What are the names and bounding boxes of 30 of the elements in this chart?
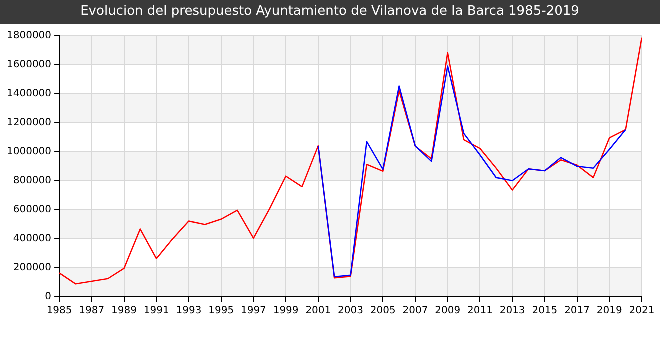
x-tick-label: 2019: [596, 306, 622, 317]
x-tick-label: 2015: [532, 306, 558, 317]
y-tick-label: 0: [45, 292, 52, 303]
x-tick-label: 2007: [402, 306, 428, 317]
x-tick-label: 1991: [144, 306, 170, 317]
x-tick-label: 1997: [240, 306, 266, 317]
x-tick-label: 2001: [306, 306, 332, 317]
x-tick-label: 1993: [176, 306, 202, 317]
y-tick-label: 200000: [13, 262, 52, 274]
y-tick-label: 1000000: [6, 146, 52, 158]
y-tick-label: 1800000: [6, 30, 52, 42]
y-tick-label: 1200000: [6, 118, 52, 129]
x-tick-label: 2003: [338, 306, 364, 317]
y-tick-label: 800000: [13, 176, 52, 187]
x-tick-label: 2013: [500, 306, 526, 317]
x-tick-label: 2017: [564, 306, 590, 317]
x-tick-label: 1999: [273, 306, 299, 317]
x-tick-label: 2005: [370, 306, 396, 317]
x-tick-label: 1989: [112, 306, 137, 317]
x-tick-label: 1995: [208, 306, 234, 317]
x-tick-label: 2009: [435, 306, 461, 317]
x-tick-label: 2021: [629, 306, 655, 317]
y-tick-label: 600000: [13, 204, 52, 216]
x-tick-label: 1987: [79, 306, 105, 317]
chart-title: Evolucion del presupuesto Ayuntamiento de Vilanova de la Barca 1985-2019: [0, 0, 660, 24]
y-tick-label: 1400000: [6, 88, 52, 100]
y-tick-label: 400000: [13, 234, 52, 245]
x-tick-label: 2011: [467, 306, 493, 317]
x-tick-label: 1985: [46, 306, 72, 317]
y-tick-label: 1600000: [6, 60, 52, 71]
